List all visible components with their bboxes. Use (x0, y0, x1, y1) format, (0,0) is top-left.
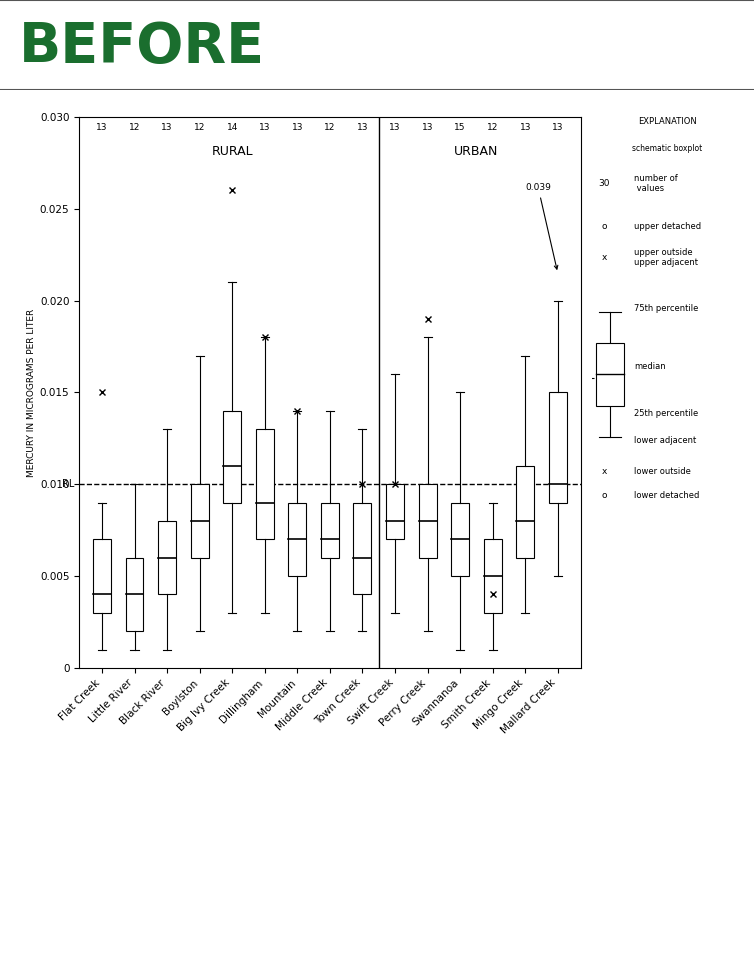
Text: schematic boxplot: schematic boxplot (632, 144, 703, 153)
Text: x: x (601, 467, 607, 477)
Bar (451, 503, 469, 576)
Text: 14: 14 (226, 123, 238, 132)
Bar (321, 503, 339, 558)
Text: 13: 13 (421, 123, 434, 132)
Text: 13: 13 (520, 123, 531, 132)
Text: 13: 13 (389, 123, 400, 132)
Bar (126, 558, 143, 631)
Text: number of
 values: number of values (634, 174, 678, 193)
Text: 13: 13 (357, 123, 368, 132)
Bar (596, 343, 624, 406)
Text: 0.039: 0.039 (526, 183, 558, 269)
Text: lower adjacent: lower adjacent (634, 436, 697, 446)
Y-axis label: MERCURY IN MICROGRAMS PER LITER: MERCURY IN MICROGRAMS PER LITER (26, 308, 35, 477)
Bar (158, 521, 176, 595)
Text: RURAL: RURAL (211, 144, 253, 158)
Text: 13: 13 (161, 123, 173, 132)
Bar (484, 539, 501, 613)
Text: o: o (601, 221, 607, 231)
Text: 13: 13 (292, 123, 303, 132)
Bar (386, 485, 404, 539)
Bar (354, 503, 372, 595)
Text: 12: 12 (129, 123, 140, 132)
Text: 12: 12 (487, 123, 498, 132)
Text: 13: 13 (259, 123, 271, 132)
Text: 13: 13 (97, 123, 108, 132)
Bar (93, 539, 111, 613)
Bar (191, 485, 209, 558)
Text: 75th percentile: 75th percentile (634, 303, 698, 313)
Bar (288, 503, 306, 576)
Text: BEFORE: BEFORE (19, 20, 265, 74)
Text: 25th percentile: 25th percentile (634, 409, 698, 418)
Text: o: o (601, 490, 607, 500)
Text: 30: 30 (598, 178, 610, 188)
Bar (223, 410, 241, 503)
Text: 12: 12 (194, 123, 205, 132)
Text: median: median (634, 362, 666, 371)
Text: RL: RL (62, 480, 74, 489)
Text: lower detached: lower detached (634, 490, 700, 500)
Text: 13: 13 (552, 123, 563, 132)
Text: EXPLANATION: EXPLANATION (638, 117, 697, 126)
Bar (516, 466, 534, 558)
Text: URBAN: URBAN (454, 144, 498, 158)
Text: x: x (601, 253, 607, 262)
Bar (418, 485, 437, 558)
Text: lower outside: lower outside (634, 467, 691, 477)
Text: 15: 15 (455, 123, 466, 132)
Text: upper detached: upper detached (634, 221, 701, 231)
Text: upper outside
upper adjacent: upper outside upper adjacent (634, 248, 698, 267)
Bar (549, 393, 567, 503)
Text: 12: 12 (324, 123, 336, 132)
Bar (256, 429, 274, 539)
